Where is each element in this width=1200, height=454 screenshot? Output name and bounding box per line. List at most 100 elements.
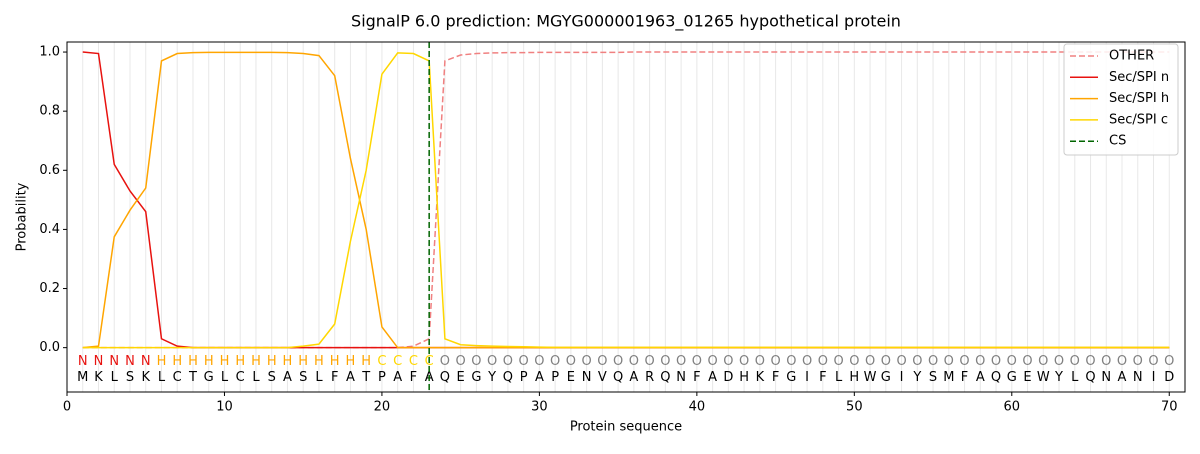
- residue-label: N: [78, 354, 88, 369]
- x-tick-label: 40: [689, 400, 706, 415]
- residue: I: [900, 370, 904, 385]
- residue-label: H: [235, 354, 245, 369]
- residue: H: [739, 370, 749, 385]
- residue: L: [1071, 370, 1079, 385]
- x-tick-label: 30: [531, 400, 548, 415]
- residue-label: O: [786, 354, 796, 369]
- residue: Y: [1054, 370, 1063, 385]
- residue: A: [535, 370, 544, 385]
- residue: G: [204, 370, 214, 385]
- residue: F: [693, 370, 700, 385]
- residue-label: O: [755, 354, 765, 369]
- residue: L: [158, 370, 166, 385]
- y-tick-label: 0.0: [39, 340, 60, 355]
- residue-label: O: [1164, 354, 1174, 369]
- residue: G: [1007, 370, 1017, 385]
- residue-label: O: [692, 354, 702, 369]
- residue: E: [1023, 370, 1031, 385]
- residue: G: [471, 370, 481, 385]
- residue: K: [756, 370, 765, 385]
- residue-label: O: [739, 354, 749, 369]
- residue-label: O: [645, 354, 655, 369]
- residue-label: N: [109, 354, 119, 369]
- residue: F: [819, 370, 826, 385]
- residue: Q: [503, 370, 513, 385]
- residue-label: O: [440, 354, 450, 369]
- residue: I: [805, 370, 809, 385]
- residue-label: O: [928, 354, 938, 369]
- residue: G: [881, 370, 891, 385]
- residue: L: [111, 370, 119, 385]
- residue: K: [141, 370, 150, 385]
- residue-label: O: [1070, 354, 1080, 369]
- residue: G: [786, 370, 796, 385]
- residue: S: [268, 370, 276, 385]
- residue-label: C: [377, 354, 386, 369]
- residue-label: H: [298, 354, 308, 369]
- residue: N: [1133, 370, 1143, 385]
- residue: L: [252, 370, 260, 385]
- residue: F: [772, 370, 779, 385]
- x-tick-label: 10: [216, 400, 233, 415]
- x-tick-label: 50: [846, 400, 863, 415]
- residue-label: H: [346, 354, 356, 369]
- residue: Q: [991, 370, 1001, 385]
- residue: N: [1101, 370, 1111, 385]
- residue-label: O: [519, 354, 529, 369]
- residue: M: [77, 370, 88, 385]
- residue: P: [551, 370, 559, 385]
- residue: A: [976, 370, 985, 385]
- y-axis-label: Probability: [15, 182, 30, 251]
- residue-label: O: [550, 354, 560, 369]
- residue: E: [567, 370, 575, 385]
- residue: A: [708, 370, 717, 385]
- residue-label: C: [393, 354, 402, 369]
- residue: A: [629, 370, 638, 385]
- residue-label: O: [597, 354, 607, 369]
- residue-label: N: [94, 354, 104, 369]
- residue-label: H: [283, 354, 293, 369]
- y-tick-label: 0.4: [39, 222, 60, 237]
- residue-label: H: [314, 354, 324, 369]
- residue-label: N: [141, 354, 151, 369]
- residue: A: [283, 370, 292, 385]
- series-line: [82, 52, 1170, 349]
- residue-label: O: [1022, 354, 1032, 369]
- series-line: [82, 51, 1170, 349]
- residue: Q: [440, 370, 450, 385]
- residue: Q: [613, 370, 623, 385]
- residue-label: O: [833, 354, 843, 369]
- residue: H: [849, 370, 859, 385]
- x-tick-label: 70: [1161, 400, 1178, 415]
- residue-label: O: [613, 354, 623, 369]
- residue: S: [299, 370, 307, 385]
- residue-label: O: [881, 354, 891, 369]
- x-tick-label: 0: [63, 400, 71, 415]
- residue-label: H: [251, 354, 261, 369]
- residue: F: [961, 370, 968, 385]
- plot-frame: [66, 41, 1186, 393]
- residue-label: O: [707, 354, 717, 369]
- residue-label: O: [582, 354, 592, 369]
- residue: C: [173, 370, 182, 385]
- y-tick-label: 0.8: [39, 104, 60, 119]
- residue: E: [457, 370, 465, 385]
- residue-label: O: [1148, 354, 1158, 369]
- residue: D: [1164, 370, 1174, 385]
- residue-label: O: [959, 354, 969, 369]
- legend-box: [1063, 43, 1179, 156]
- series-line: [82, 51, 1170, 349]
- residue-label: O: [975, 354, 985, 369]
- residue-label: O: [849, 354, 859, 369]
- residue-label: O: [456, 354, 466, 369]
- residue: L: [315, 370, 323, 385]
- residue: F: [410, 370, 417, 385]
- residue-label: O: [487, 354, 497, 369]
- residue-label: O: [944, 354, 954, 369]
- legend-label: Sec/SPI h: [1109, 91, 1169, 106]
- residue: W: [1037, 370, 1050, 385]
- residue: N: [582, 370, 592, 385]
- residue: A: [1118, 370, 1127, 385]
- residue-label: N: [125, 354, 135, 369]
- residue-label: H: [172, 354, 182, 369]
